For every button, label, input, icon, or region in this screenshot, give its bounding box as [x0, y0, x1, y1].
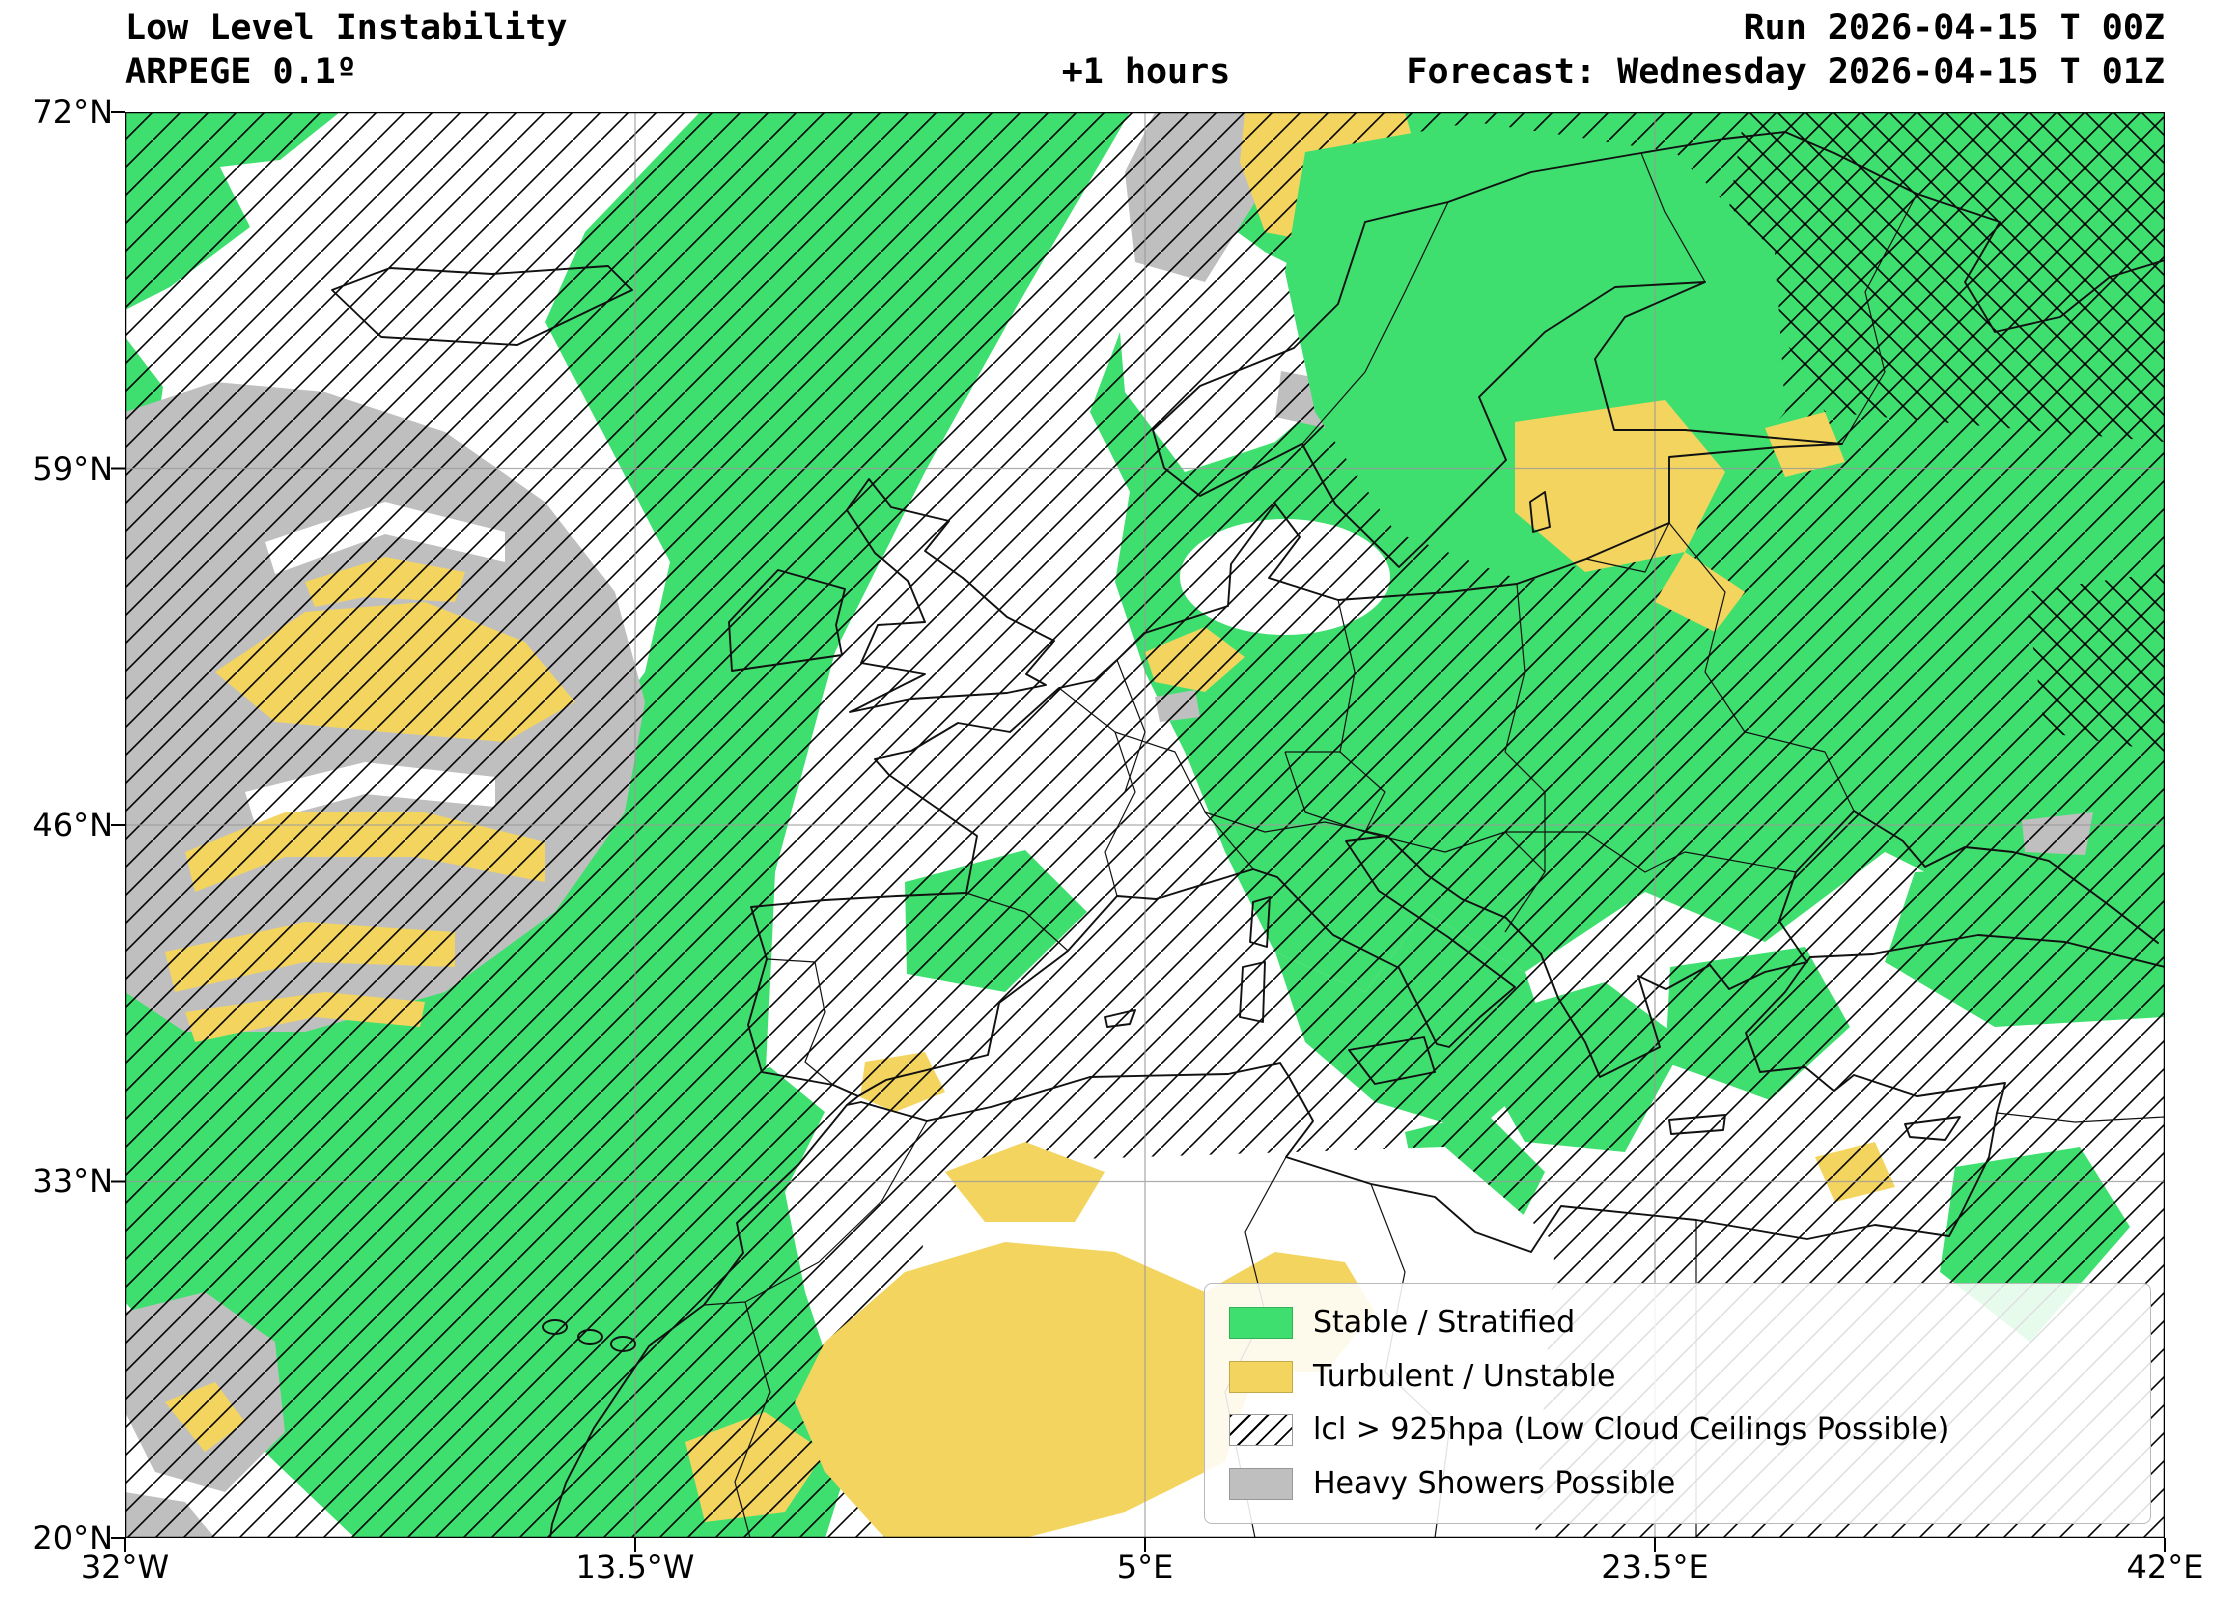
forecast-label: Forecast: Wednesday 2026-04-15 T 01Z [1406, 52, 2165, 92]
showers-swatch [1229, 1468, 1293, 1501]
lon-label-42e: 42°E [2126, 1548, 2204, 1586]
legend: Stable / Stratified Turbulent / Unstable… [1204, 1283, 2151, 1524]
lon-label-5e: 5°E [1116, 1548, 1174, 1586]
lat-label-46n: 46°N [32, 806, 113, 844]
legend-row-showers: Heavy Showers Possible [1229, 1467, 2126, 1501]
legend-row-stable: Stable / Stratified [1229, 1304, 2126, 1340]
run-label: Run 2026-04-15 T 00Z [1743, 8, 2165, 48]
model-label: ARPEGE 0.1º [125, 52, 357, 92]
lon-label-32w: 32°W [80, 1548, 170, 1586]
turbulent-swatch [1229, 1360, 1293, 1393]
hatch-swatch [1229, 1414, 1293, 1447]
legend-label-stable: Stable / Stratified [1313, 1304, 1576, 1340]
lat-label-33n: 33°N [32, 1162, 113, 1200]
lat-label-59n: 59°N [32, 450, 113, 488]
legend-label-turbulent: Turbulent / Unstable [1313, 1358, 1616, 1394]
legend-label-showers: Heavy Showers Possible [1313, 1466, 1676, 1502]
lat-label-20n: 20°N [32, 1519, 113, 1557]
page-title: Low Level Instability [125, 8, 568, 48]
lon-label-235e: 23.5°E [1601, 1548, 1709, 1586]
stable-swatch [1229, 1306, 1293, 1339]
lat-label-72n: 72°N [32, 93, 113, 131]
legend-label-lcl: lcl > 925hpa (Low Cloud Ceilings Possibl… [1313, 1412, 1950, 1448]
legend-row-turbulent: Turbulent / Unstable [1229, 1358, 2126, 1394]
lead-time-label: +1 hours [1061, 52, 1231, 92]
lon-label-135w: 13.5°W [575, 1548, 695, 1586]
legend-row-lcl: lcl > 925hpa (Low Cloud Ceilings Possibl… [1229, 1413, 2126, 1447]
